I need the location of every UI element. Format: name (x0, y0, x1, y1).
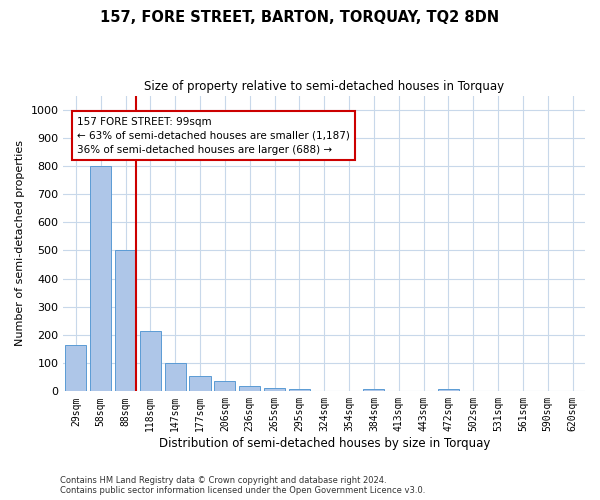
Bar (264, 388, 285, 392)
Bar (438, 388, 459, 392)
Bar (140, 331, 161, 392)
Y-axis label: Number of semi-detached properties: Number of semi-detached properties (15, 140, 25, 346)
Text: 157 FORE STREET: 99sqm
← 63% of semi-detached houses are smaller (1,187)
36% of : 157 FORE STREET: 99sqm ← 63% of semi-det… (77, 116, 350, 154)
Bar (364, 388, 385, 392)
Bar (164, 363, 186, 392)
X-axis label: Distribution of semi-detached houses by size in Torquay: Distribution of semi-detached houses by … (158, 437, 490, 450)
Bar (65, 345, 86, 392)
Bar (90, 166, 111, 392)
Bar (289, 388, 310, 392)
Text: Contains HM Land Registry data © Crown copyright and database right 2024.
Contai: Contains HM Land Registry data © Crown c… (60, 476, 425, 495)
Bar (214, 382, 235, 392)
Bar (239, 386, 260, 392)
Title: Size of property relative to semi-detached houses in Torquay: Size of property relative to semi-detach… (144, 80, 504, 93)
Bar (190, 376, 211, 392)
Bar (115, 250, 136, 392)
Text: 157, FORE STREET, BARTON, TORQUAY, TQ2 8DN: 157, FORE STREET, BARTON, TORQUAY, TQ2 8… (100, 10, 500, 25)
